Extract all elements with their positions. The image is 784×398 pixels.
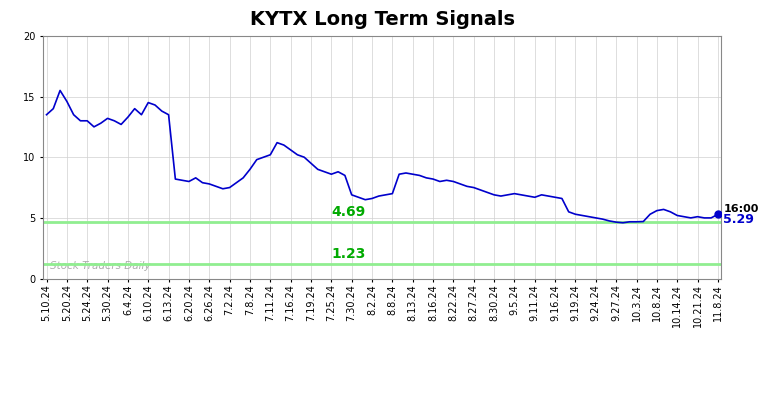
- Title: KYTX Long Term Signals: KYTX Long Term Signals: [249, 10, 515, 29]
- Point: [712, 211, 724, 218]
- Text: 5.29: 5.29: [724, 213, 754, 226]
- Text: 4.69: 4.69: [332, 205, 366, 219]
- Text: Stock Traders Daily: Stock Traders Daily: [50, 261, 151, 271]
- Text: 1.23: 1.23: [332, 247, 366, 261]
- Text: 16:00: 16:00: [724, 204, 759, 214]
